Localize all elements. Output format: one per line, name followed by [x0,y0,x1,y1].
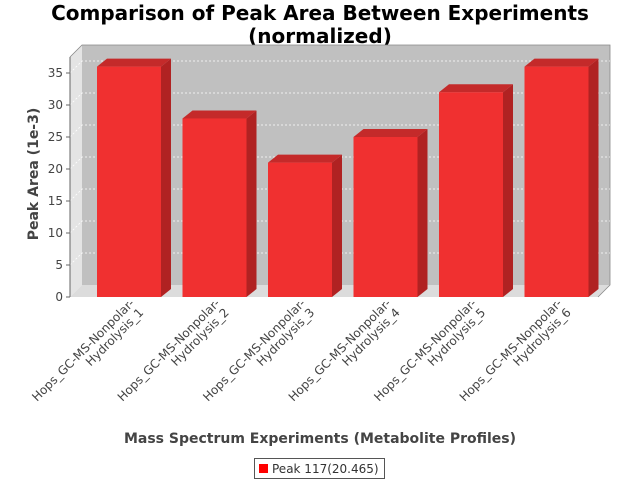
bar [439,92,503,297]
bar-top [97,58,171,67]
bar-side [332,154,342,297]
y-tick-label: 0 [55,290,63,304]
bar-side [417,129,428,297]
bar [97,66,161,297]
y-tick-label: 10 [48,226,63,240]
bar-side [588,58,599,297]
gridline [69,252,610,266]
bar-side [161,58,171,297]
bar [524,66,589,297]
bar [268,162,332,297]
x-axis-label: Mass Spectrum Experiments (Metabolite Pr… [123,431,517,447]
legend-swatch [259,464,268,473]
bar-top [524,58,599,67]
gridline [69,188,610,202]
y-tick-label: 5 [55,258,63,272]
gridline [69,156,610,170]
y-tick-label: 30 [48,98,63,112]
chart-title: Comparison of Peak Area Between Experime… [0,2,640,48]
y-tick-label: 15 [48,194,63,208]
y-axis-label: Peak Area (1e-3) [26,107,42,241]
bar [353,137,418,297]
bar-top [353,129,428,137]
plot-side-wall [70,45,82,297]
y-tick-label: 35 [48,66,63,80]
bar-top [268,154,342,163]
y-tick-label: 20 [48,162,63,176]
legend-label: Peak 117(20.465) [272,461,379,476]
bar-side [503,84,513,297]
gridline [69,124,610,138]
chart-title-line-1: Comparison of Peak Area Between Experime… [51,1,589,25]
bar-top [439,84,513,93]
bar-side [246,110,257,297]
plot-outline [69,44,611,298]
gridline [69,220,610,234]
gridline [69,60,610,74]
bar [182,118,247,297]
chart-title-line-2: (normalized) [248,24,392,48]
legend: Peak 117(20.465) [254,458,385,479]
bar-top [182,110,257,119]
y-tick-label: 25 [48,130,63,144]
gridline [69,92,610,106]
